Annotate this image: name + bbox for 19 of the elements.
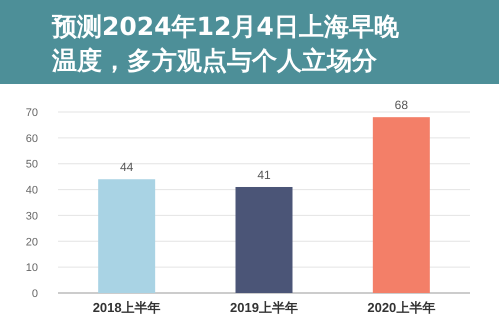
x-tick-label: 2020上半年 xyxy=(367,300,436,315)
bar xyxy=(98,179,156,293)
title: 预测2024年12月4日上海早晚温度，多方观点与个人立场分 xyxy=(0,0,499,84)
y-tick-label: 70 xyxy=(26,107,38,119)
chart-title: 预测2024年12月4日上海早晚温度，多方观点与个人立场分 xyxy=(51,12,400,75)
y-tick-label: 20 xyxy=(26,236,38,248)
data-label: 68 xyxy=(394,98,408,112)
bar xyxy=(236,186,292,293)
x-tick-label: 2019上半年 xyxy=(230,300,298,315)
data-label: 44 xyxy=(120,160,134,174)
bar xyxy=(372,117,430,293)
y-tick-label: 0 xyxy=(32,288,38,300)
y-tick-label: 40 xyxy=(26,184,38,197)
x-tick-label: 2018上半年 xyxy=(92,300,161,315)
y-tick-label: 60 xyxy=(26,132,38,145)
y-tick-label: 10 xyxy=(26,262,38,274)
y-tick-label: 30 xyxy=(26,210,38,222)
y-tick-label: 50 xyxy=(26,158,38,171)
data-label: 41 xyxy=(257,168,271,182)
